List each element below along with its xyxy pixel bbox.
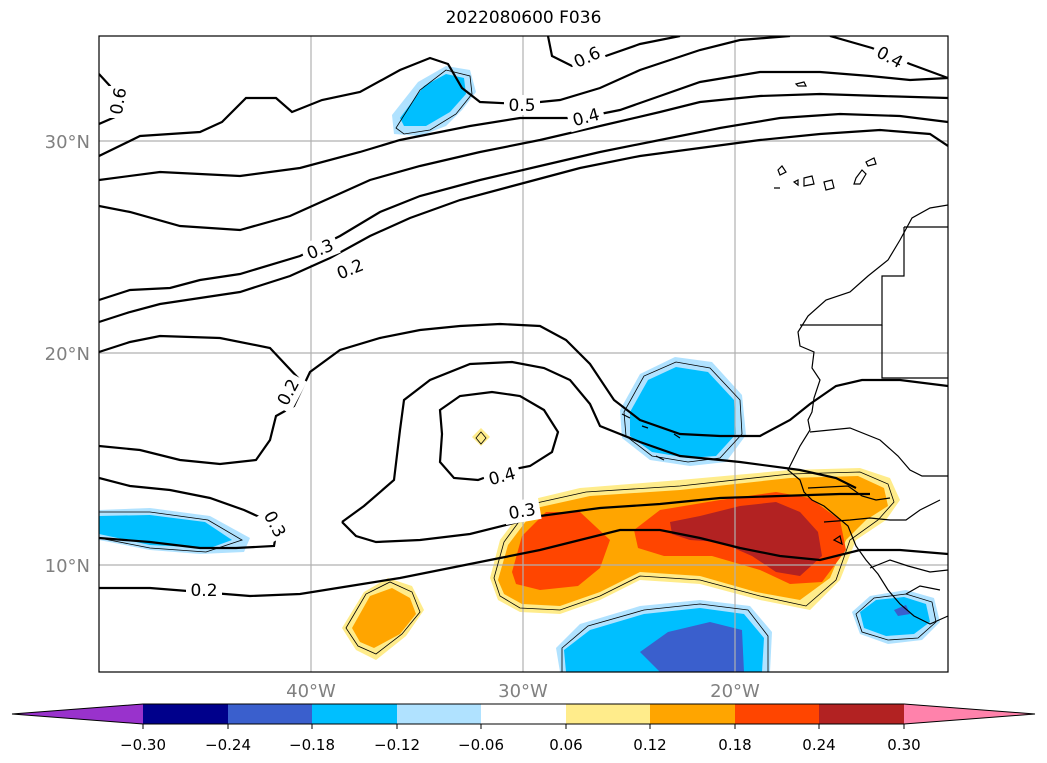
colorbar-tick-label: 0.12 xyxy=(633,736,666,754)
senegal-border xyxy=(809,427,948,477)
colorbar-under-extend xyxy=(12,704,143,724)
lon-label: 30°W xyxy=(498,681,548,702)
colorbar-tick-label: −0.06 xyxy=(458,736,504,754)
contour-0.2-upper xyxy=(99,112,948,302)
colorbar-tick-label: 0.06 xyxy=(549,736,582,754)
colorbar-tick-label: −0.30 xyxy=(120,736,166,754)
lat-label: 30°N xyxy=(45,132,90,153)
latitude-labels: 30°N 20°N 10°N xyxy=(45,132,90,577)
contour-0.3-upper xyxy=(99,92,948,232)
thin-contours xyxy=(99,69,937,672)
canary-islands xyxy=(774,81,877,191)
colorbar-bin xyxy=(312,704,397,724)
contour-0.4-upper xyxy=(99,70,948,182)
lat-label: 20°N xyxy=(45,344,90,365)
colorbar-tick-label: −0.18 xyxy=(289,736,335,754)
colorbar-bin xyxy=(143,704,228,724)
colorbar-bin xyxy=(819,704,904,724)
lat-label: 10°N xyxy=(45,556,90,577)
colorbar-tick-label: 0.18 xyxy=(718,736,751,754)
contour-0.2-lower xyxy=(99,528,948,598)
colorbar-over-extend xyxy=(904,704,1035,724)
contour-label: 0.3 xyxy=(507,500,537,524)
contour-label: 0.2 xyxy=(190,581,217,601)
contour-0.2-mid xyxy=(99,128,948,324)
colorbar-tick-label: −0.12 xyxy=(374,736,420,754)
colorbar-bin xyxy=(650,704,735,724)
colorbar-tick-label: −0.24 xyxy=(205,736,251,754)
colorbar-bin xyxy=(397,704,481,724)
lon-label: 40°W xyxy=(286,681,336,702)
contour-0.2-main xyxy=(99,334,302,466)
colorbar: −0.30 −0.24 −0.18 −0.12 −0.06 0.06 0.12 … xyxy=(11,703,1036,754)
contour-0.5 xyxy=(99,36,791,157)
colorbar-bin xyxy=(481,704,566,724)
contour-0.3-inner xyxy=(341,360,857,523)
shaded-negative-regions xyxy=(99,66,940,672)
lon-label: 20°W xyxy=(710,681,760,702)
cape-verde-islands xyxy=(621,413,681,461)
pos-region-tiny xyxy=(472,428,490,446)
colorbar-bin xyxy=(228,704,312,724)
colorbar-tick-label: 0.30 xyxy=(887,736,920,754)
western-sahara-border xyxy=(800,227,905,326)
colorbar-bin xyxy=(735,704,819,724)
contour-0.4-inner xyxy=(438,390,560,482)
longitude-labels: 40°W 30°W 20°W xyxy=(286,681,760,702)
contour-label: 0.5 xyxy=(508,96,535,116)
africa-coast xyxy=(787,204,948,625)
colorbar-bin xyxy=(566,704,650,724)
map-frame xyxy=(98,35,949,673)
gridlines xyxy=(99,36,948,672)
map-plot-area: 0.6 0.6 0.5 0.4 0.4 0.3 0.2 0.2 0.4 0.3 … xyxy=(99,36,948,672)
colorbar-tick-label: 0.24 xyxy=(802,736,835,754)
mauritania-border xyxy=(881,325,948,379)
map-title: 2022080600 F036 xyxy=(445,8,602,28)
coastlines xyxy=(621,81,948,625)
contour-label: 0.6 xyxy=(107,86,131,116)
